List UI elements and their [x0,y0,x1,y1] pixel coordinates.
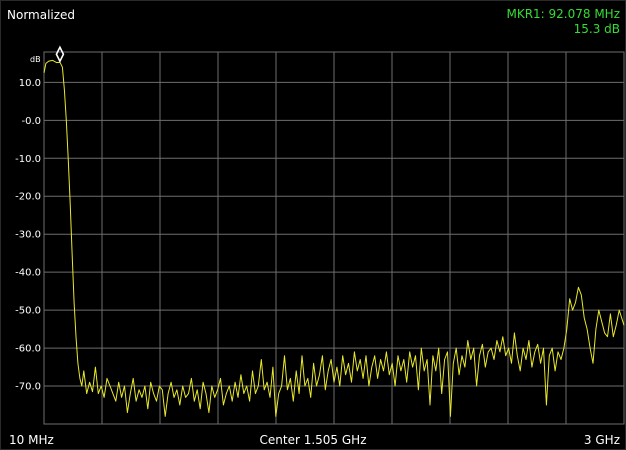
y-tick-label: -70.0 [15,382,41,393]
y-tick-label: -20.0 [15,192,41,203]
y-tick-label: -0.0 [21,116,41,127]
y-tick-label: -40.0 [15,268,41,279]
diamond-marker-icon[interactable] [55,45,65,64]
grid [43,51,625,425]
center-frequency: Center 1.505 GHz [259,433,367,447]
y-tick-label: -60.0 [15,344,41,355]
spectrum-trace [43,59,625,417]
trace-layer [43,59,625,417]
y-tick-label: -10.0 [15,154,41,165]
y-tick-label: 10.0 [19,78,41,89]
mode-label: Normalized [7,8,76,22]
y-axis-unit: dB [30,55,41,64]
start-frequency: 10 MHz [9,433,54,447]
marker-level: 15.3 dB [573,22,620,36]
marker-layer[interactable] [55,45,65,64]
y-tick-label: -30.0 [15,230,41,241]
y-tick-labels: 10.0 -0.0 -10.0 -20.0 -30.0 -40.0 -50.0 -60.0 -7… [15,78,41,393]
stop-frequency: 3 GHz [583,433,620,447]
frequency-footer: 10 MHz Center 1.505 GHz 3 GHz [0,428,626,450]
marker-frequency: MKR1: 92.078 MHz [506,7,620,21]
y-tick-label: -50.0 [15,306,41,317]
marker-readout: MKR1: 92.078 MHz 15.3 dB [506,7,620,37]
